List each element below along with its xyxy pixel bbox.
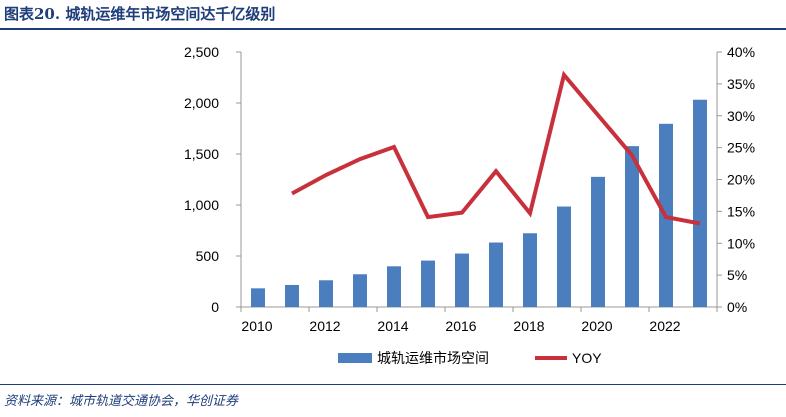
right-tick-label: 40% — [727, 44, 755, 60]
left-tick-label: 500 — [196, 248, 220, 264]
legend-bar-label: 城轨运维市场空间 — [377, 350, 489, 366]
left-tick-label: 1,500 — [184, 146, 219, 162]
bar-2013 — [353, 274, 367, 307]
bar-2012 — [319, 280, 333, 307]
left-tick-label: 1,000 — [184, 197, 219, 213]
bar-2018 — [523, 233, 537, 307]
right-tick-label: 25% — [727, 140, 755, 156]
right-tick-label: 30% — [727, 108, 755, 124]
right-tick-label: 20% — [727, 172, 755, 188]
bar-2015 — [421, 260, 435, 307]
bar-2021 — [625, 146, 639, 307]
left-tick-label: 2,500 — [184, 44, 219, 60]
left-tick-label: 2,000 — [184, 95, 219, 111]
bar-2020 — [591, 176, 605, 307]
source-divider — [0, 384, 786, 385]
legend-bar-swatch — [338, 353, 372, 363]
right-tick-label: 10% — [727, 235, 755, 251]
bar-2011 — [285, 284, 299, 307]
right-tick-label: 15% — [727, 203, 755, 219]
bar-2023 — [693, 99, 707, 308]
x-tick-label: 2022 — [649, 318, 680, 334]
source-note: 资料来源：城市轨道交通协会，华创证券 — [4, 394, 239, 409]
bar-2014 — [387, 266, 401, 307]
figure-title: 图表20. 城轨运维年市场空间达千亿级别 — [4, 5, 276, 23]
x-tick-label: 2014 — [377, 318, 408, 334]
x-tick-label: 2020 — [581, 318, 612, 334]
x-tick-label: 2018 — [513, 318, 544, 334]
x-tick-label: 2012 — [309, 318, 340, 334]
right-tick-label: 35% — [727, 76, 755, 92]
left-tick-label: 0 — [211, 299, 219, 315]
x-tick-label: 2010 — [241, 318, 272, 334]
bar-2016 — [455, 253, 469, 307]
x-tick-label: 2016 — [445, 318, 476, 334]
right-tick-label: 5% — [727, 267, 747, 283]
title-divider — [0, 28, 786, 30]
bar-2017 — [489, 242, 503, 307]
right-tick-label: 0% — [727, 299, 747, 315]
bar-2019 — [557, 206, 571, 307]
legend-line-label: YOY — [572, 350, 602, 366]
bar-2010 — [251, 288, 265, 307]
